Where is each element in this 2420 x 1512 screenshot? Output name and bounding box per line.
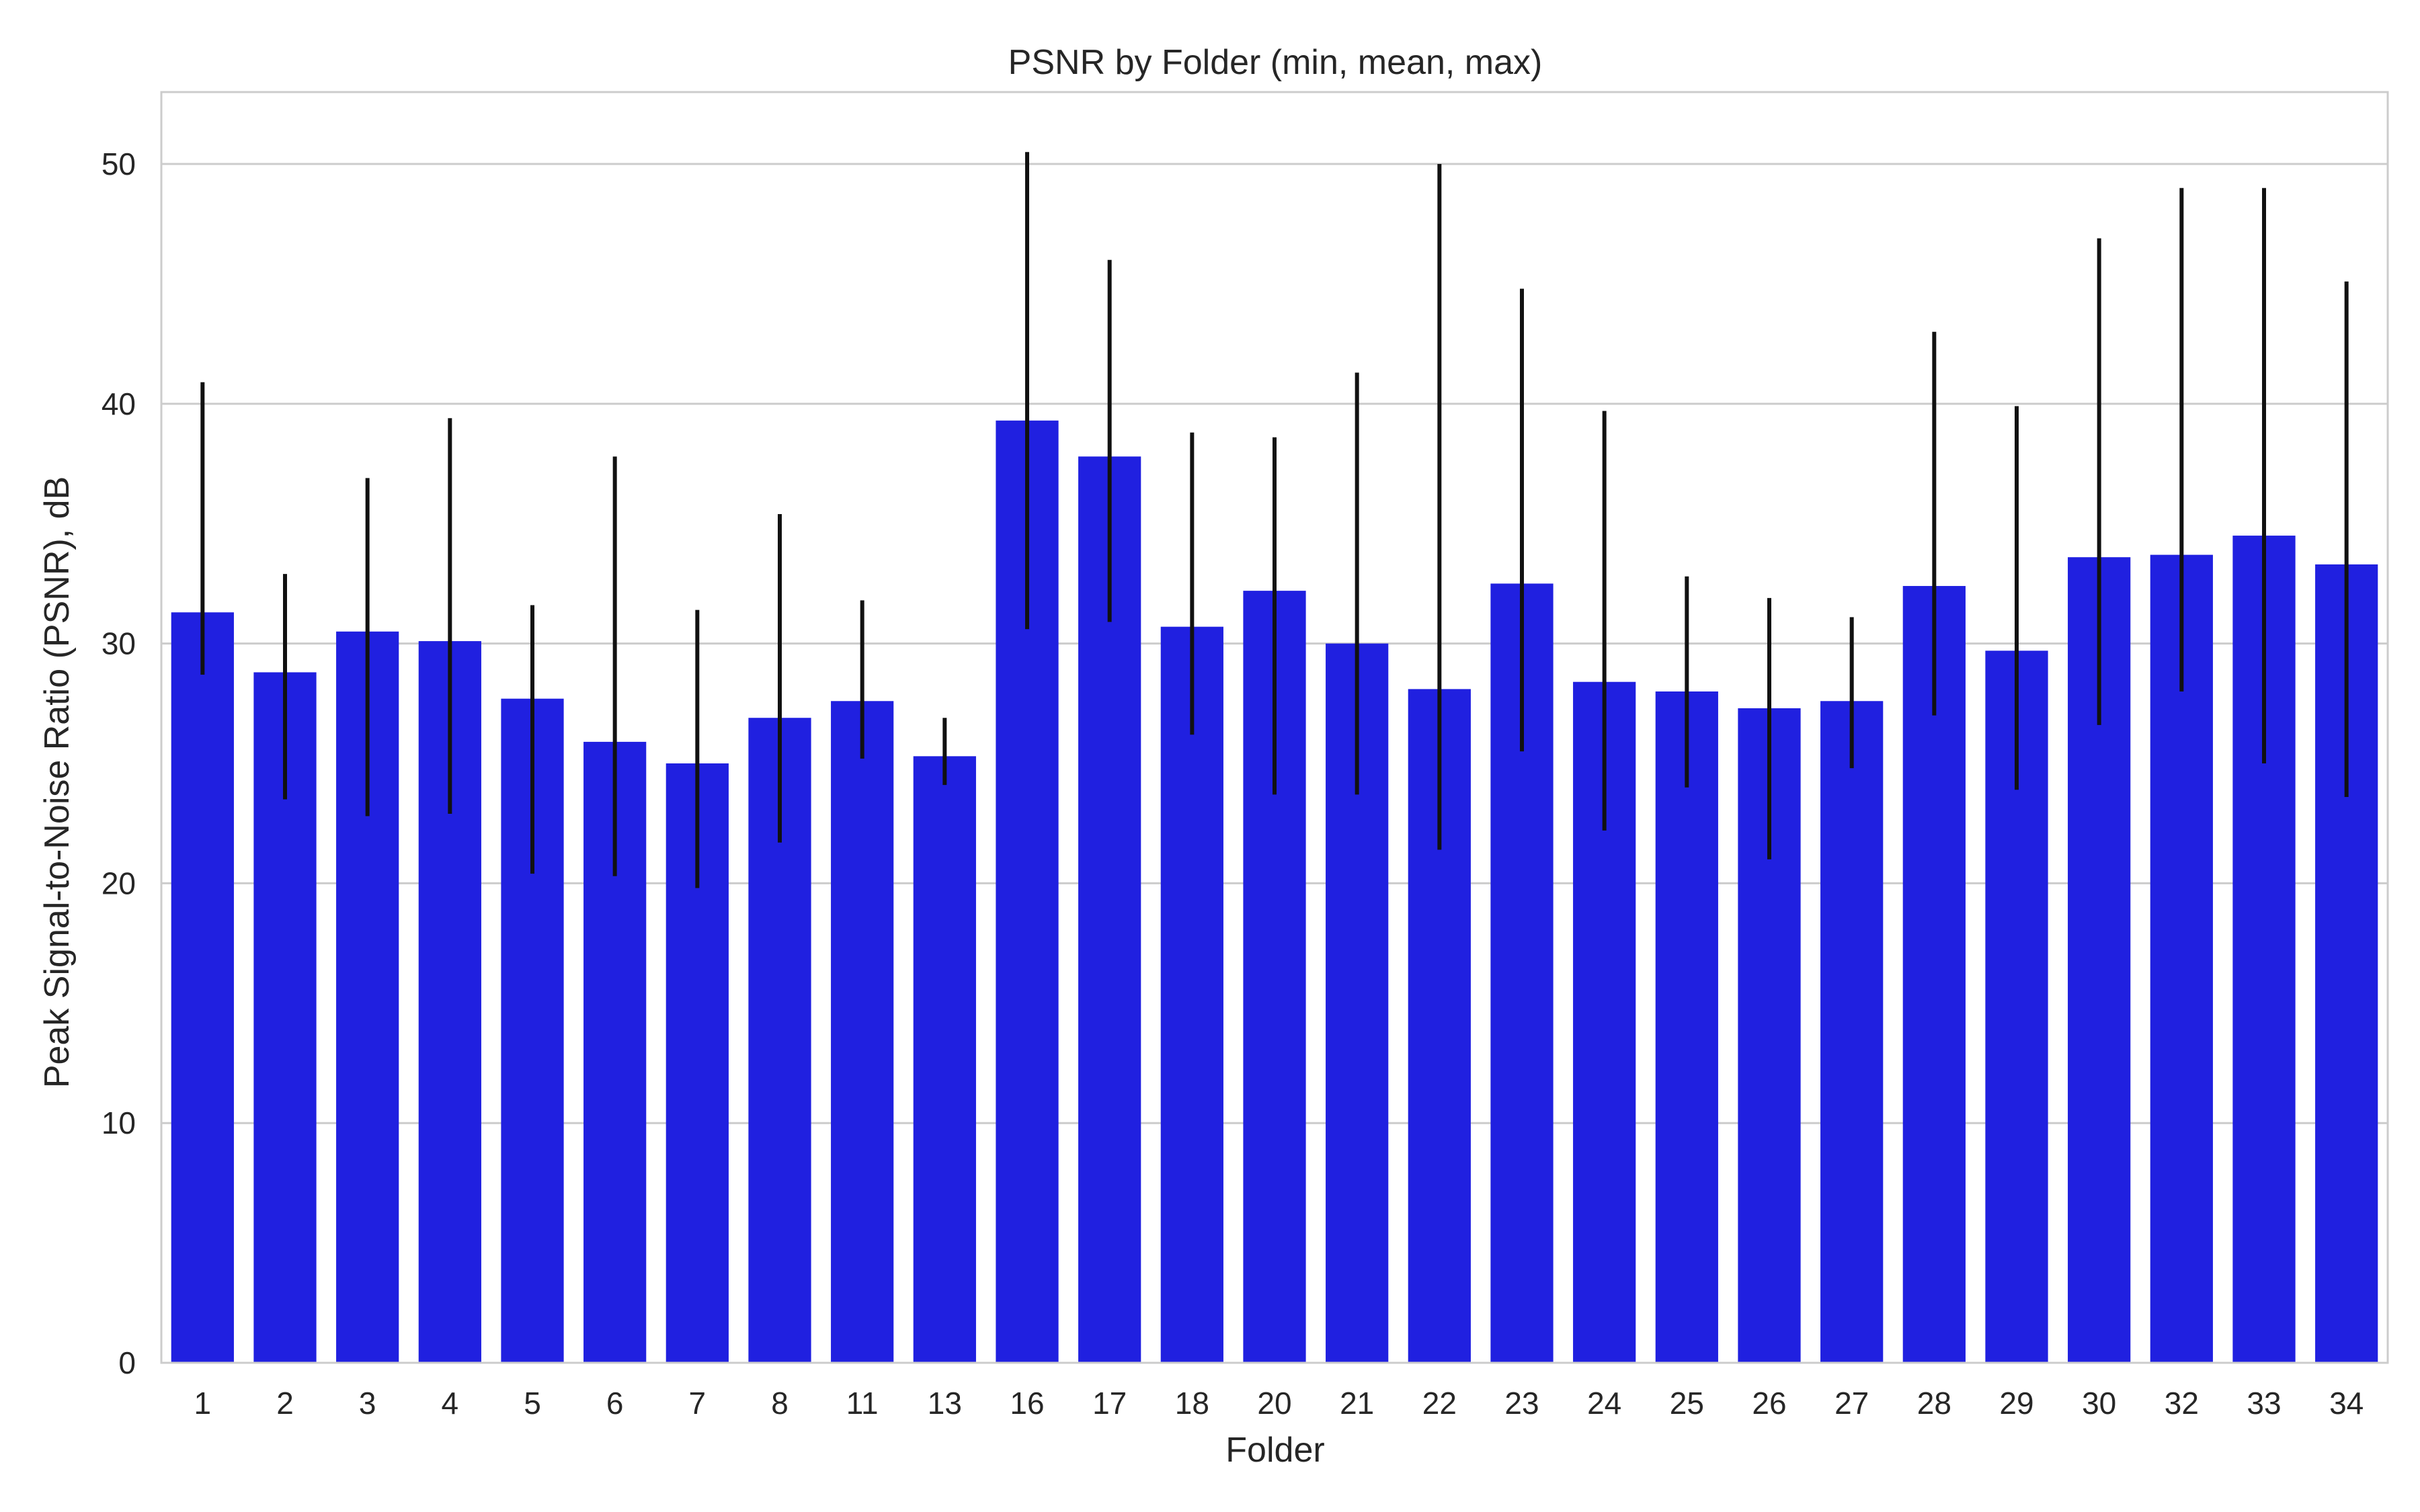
y-tick-label: 30 — [102, 626, 136, 661]
bar-folder-18 — [1160, 626, 1223, 1363]
x-tick-label: 1 — [194, 1386, 212, 1421]
x-tick-label: 5 — [524, 1386, 541, 1421]
x-tick-label: 11 — [846, 1386, 879, 1421]
x-tick-label: 6 — [606, 1386, 624, 1421]
x-tick-label: 24 — [1587, 1386, 1621, 1421]
bar-folder-1 — [171, 612, 234, 1363]
x-axis-label: Folder — [1225, 1431, 1324, 1470]
plot-frame — [160, 91, 2389, 1364]
y-tick-labels: 0 10 20 30 40 50 — [102, 146, 136, 1380]
x-tick-label: 13 — [928, 1386, 962, 1421]
x-tick-label: 2 — [276, 1386, 294, 1421]
bars-group — [171, 420, 2378, 1363]
x-tick-label: 34 — [2329, 1386, 2364, 1421]
y-tick-label: 40 — [102, 386, 136, 421]
y-tick-label: 10 — [102, 1105, 136, 1140]
y-tick-label: 50 — [102, 146, 136, 181]
bar-folder-11 — [831, 701, 894, 1363]
x-tick-label: 22 — [1422, 1386, 1457, 1421]
bar-folder-27 — [1820, 701, 1884, 1363]
x-tick-label: 7 — [689, 1386, 707, 1421]
x-tick-label: 20 — [1257, 1386, 1291, 1421]
x-tick-label: 23 — [1504, 1386, 1539, 1421]
x-tick-label: 4 — [442, 1386, 459, 1421]
x-tick-label: 16 — [1010, 1386, 1044, 1421]
errorbars-group — [200, 152, 2349, 888]
x-tick-label: 8 — [771, 1386, 789, 1421]
x-tick-label: 33 — [2247, 1386, 2281, 1421]
x-tick-label: 3 — [359, 1386, 376, 1421]
chart-title: PSNR by Folder (min, mean, max) — [1008, 43, 1543, 82]
y-tick-label: 20 — [102, 866, 136, 900]
y-axis-label: Peak Signal-to-Noise Ratio (PSNR), dB — [38, 476, 77, 1088]
x-tick-label: 26 — [1752, 1386, 1786, 1421]
x-tick-labels: 1 2 3 4 5 6 7 8 11 13 16 17 18 20 21 22 23 24 25 26 27 28 29 30… — [194, 1386, 2364, 1421]
x-tick-label: 28 — [1917, 1386, 1951, 1421]
x-tick-label: 17 — [1092, 1386, 1127, 1421]
bar-folder-25 — [1655, 691, 1718, 1363]
x-tick-label: 27 — [1834, 1386, 1869, 1421]
x-tick-label: 32 — [2165, 1386, 2199, 1421]
x-tick-label: 30 — [2082, 1386, 2116, 1421]
x-tick-label: 29 — [1999, 1386, 2033, 1421]
x-tick-label: 21 — [1340, 1386, 1374, 1421]
bar-folder-13 — [913, 756, 976, 1363]
y-tick-label: 0 — [118, 1345, 136, 1380]
x-tick-label: 18 — [1175, 1386, 1209, 1421]
x-tick-label: 25 — [1670, 1386, 1704, 1421]
